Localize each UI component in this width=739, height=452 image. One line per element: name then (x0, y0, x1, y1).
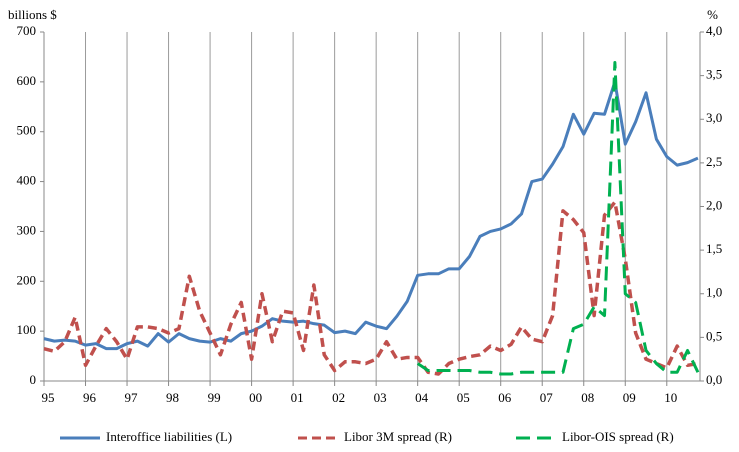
y2-tick-label: 3,5 (706, 67, 722, 82)
y-tick-label: 300 (17, 222, 37, 237)
series-line (43, 80, 699, 351)
x-tick-label: 07 (540, 390, 554, 405)
x-tick-label: 00 (249, 390, 262, 405)
y2-tick-label: 4,0 (706, 23, 722, 38)
x-tick-label: 02 (332, 390, 345, 405)
x-tick-label: 04 (415, 390, 429, 405)
y2-tick-label: 1,0 (706, 285, 722, 300)
y-axis-title: billions $ (8, 7, 57, 22)
x-tick-label: 95 (42, 390, 55, 405)
x-tick-label: 03 (374, 390, 387, 405)
x-tick-label: 96 (83, 390, 97, 405)
x-tick-label: 08 (581, 390, 594, 405)
y-tick-label: 700 (17, 23, 37, 38)
y-tick-label: 500 (17, 123, 37, 138)
y-tick-label: 0 (30, 372, 37, 387)
x-tick-label: 97 (125, 390, 139, 405)
y2-tick-label: 0,0 (706, 372, 722, 387)
series-line (416, 61, 700, 376)
x-tick-label: 99 (208, 390, 221, 405)
y-tick-label: 100 (17, 322, 37, 337)
y-tick-label: 400 (17, 173, 37, 188)
x-tick-label: 01 (291, 390, 304, 405)
x-tick-label: 10 (664, 390, 677, 405)
y2-tick-label: 0,5 (706, 328, 722, 343)
y2-tick-label: 2,5 (706, 154, 722, 169)
y2-tick-label: 1,5 (706, 241, 722, 256)
legend-label: Libor 3M spread (R) (344, 429, 452, 444)
y-tick-label: 200 (17, 272, 37, 287)
x-tick-label: 98 (166, 390, 179, 405)
series-line (43, 200, 699, 376)
y2-axis-title: % (707, 7, 718, 22)
x-tick-label: 05 (457, 390, 470, 405)
x-tick-label: 06 (498, 390, 512, 405)
y2-tick-label: 2,0 (706, 197, 722, 212)
x-tick-label: 09 (623, 390, 636, 405)
y2-tick-label: 3,0 (706, 110, 722, 125)
y-tick-label: 600 (17, 73, 37, 88)
legend-label: Interoffice liabilities (L) (106, 429, 232, 444)
legend-label: Libor-OIS spread (R) (562, 429, 674, 444)
